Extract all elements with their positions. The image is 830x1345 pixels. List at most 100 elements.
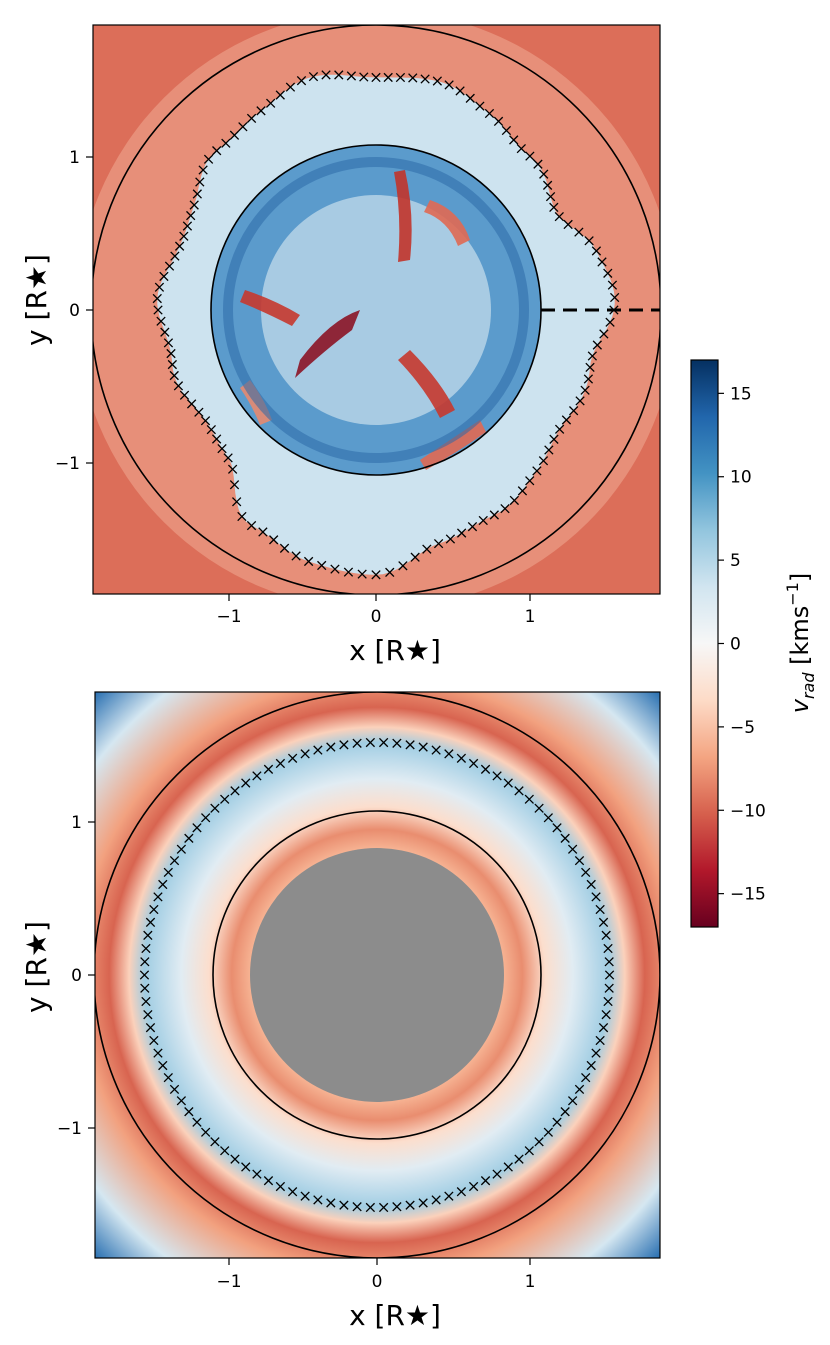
shock-marker xyxy=(405,740,415,750)
shock-marker xyxy=(256,106,266,116)
shock-marker xyxy=(192,823,202,833)
shock-marker xyxy=(601,930,611,941)
shock-marker xyxy=(444,749,454,759)
shock-marker xyxy=(533,159,543,169)
shock-marker xyxy=(532,466,542,476)
shock-marker xyxy=(192,189,202,199)
shock-marker xyxy=(580,385,590,395)
shock-marker xyxy=(269,535,279,545)
shock-marker xyxy=(186,210,196,221)
shock-marker xyxy=(176,844,187,854)
shock-marker xyxy=(549,434,559,444)
shock-marker xyxy=(149,1035,159,1046)
shock-marker xyxy=(484,108,495,119)
shock-marker xyxy=(163,1072,173,1083)
top-x-axis-label: x [R★] xyxy=(349,634,441,667)
shock-marker xyxy=(145,917,156,927)
top-xtick-label-1: 1 xyxy=(525,607,536,627)
shock-marker xyxy=(189,200,199,210)
shock-marker xyxy=(586,1060,596,1071)
shock-marker xyxy=(179,390,190,400)
shock-marker xyxy=(431,1195,441,1205)
shock-marker xyxy=(160,327,170,337)
shock-marker xyxy=(275,1181,286,1192)
shock-marker xyxy=(169,855,180,866)
shock-marker xyxy=(158,1060,168,1071)
shock-marker xyxy=(186,399,197,409)
bottom-y-ticks xyxy=(88,821,95,1129)
shock-marker xyxy=(140,957,150,967)
shock-marker xyxy=(574,1084,585,1095)
shock-marker xyxy=(246,113,257,124)
shock-marker xyxy=(279,543,290,553)
top-xtick-label-0: 0 xyxy=(371,607,382,627)
colorbar-tick-label: 5 xyxy=(730,551,741,571)
shock-marker xyxy=(201,1127,211,1137)
shock-marker xyxy=(182,221,193,231)
shock-marker xyxy=(587,351,598,361)
shock-marker xyxy=(574,855,585,866)
shock-marker xyxy=(287,1187,298,1197)
bottom-ytick-label-1: 1 xyxy=(71,813,82,833)
shock-marker xyxy=(166,348,176,359)
shock-marker xyxy=(525,151,535,161)
shock-marker xyxy=(143,1009,153,1020)
shock-marker xyxy=(152,293,162,304)
shock-marker xyxy=(468,758,479,769)
shock-marker xyxy=(170,251,180,261)
bottom-y-axis-label: y [R★] xyxy=(20,921,53,1013)
shock-marker xyxy=(143,930,153,941)
shock-marker xyxy=(598,917,609,927)
shock-marker xyxy=(408,73,418,83)
shock-marker xyxy=(326,1198,336,1208)
shock-marker xyxy=(480,1176,491,1186)
shock-marker xyxy=(605,317,615,327)
shock-marker xyxy=(167,359,178,370)
shock-marker xyxy=(334,70,344,80)
shock-marker xyxy=(173,381,184,391)
shock-marker xyxy=(184,833,194,843)
shock-marker xyxy=(184,1107,194,1117)
shock-marker xyxy=(201,813,211,823)
shock-marker xyxy=(525,476,535,486)
shock-marker xyxy=(552,1117,562,1127)
bottom-ytick-label-neg1: −1 xyxy=(57,1119,82,1139)
shock-marker xyxy=(192,1117,202,1127)
shock-marker xyxy=(159,271,169,282)
bottom-x-axis-label: x [R★] xyxy=(349,1299,441,1332)
shock-marker xyxy=(422,544,432,554)
colorbar-label-exp: −1 xyxy=(783,582,802,606)
shock-marker xyxy=(238,122,248,132)
shock-marker xyxy=(246,520,257,531)
shock-marker xyxy=(220,794,230,804)
shock-marker xyxy=(153,305,163,315)
shock-marker xyxy=(554,211,564,222)
shock-marker xyxy=(456,753,467,763)
shock-marker xyxy=(174,241,185,251)
shock-marker xyxy=(603,996,613,1007)
shock-marker xyxy=(534,1137,544,1147)
shock-marker xyxy=(603,268,613,278)
shock-marker xyxy=(371,570,381,580)
shock-marker xyxy=(538,456,549,466)
shock-marker xyxy=(154,282,165,292)
shock-marker xyxy=(317,560,327,571)
shock-marker xyxy=(330,564,340,574)
shock-marker xyxy=(227,464,238,474)
shock-marker xyxy=(287,753,298,763)
shock-marker xyxy=(198,165,208,175)
shock-marker xyxy=(585,362,595,373)
shock-marker xyxy=(595,904,605,915)
shock-marker xyxy=(145,1023,156,1033)
shock-marker xyxy=(266,98,276,108)
shock-marker xyxy=(230,786,240,796)
shock-marker xyxy=(300,749,310,759)
shock-marker xyxy=(352,1202,362,1212)
shock-marker xyxy=(574,227,584,237)
shock-marker xyxy=(252,1169,262,1179)
shock-marker xyxy=(153,892,163,902)
shock-marker xyxy=(560,833,570,843)
shock-marker xyxy=(230,1154,240,1164)
shock-marker xyxy=(455,86,465,96)
